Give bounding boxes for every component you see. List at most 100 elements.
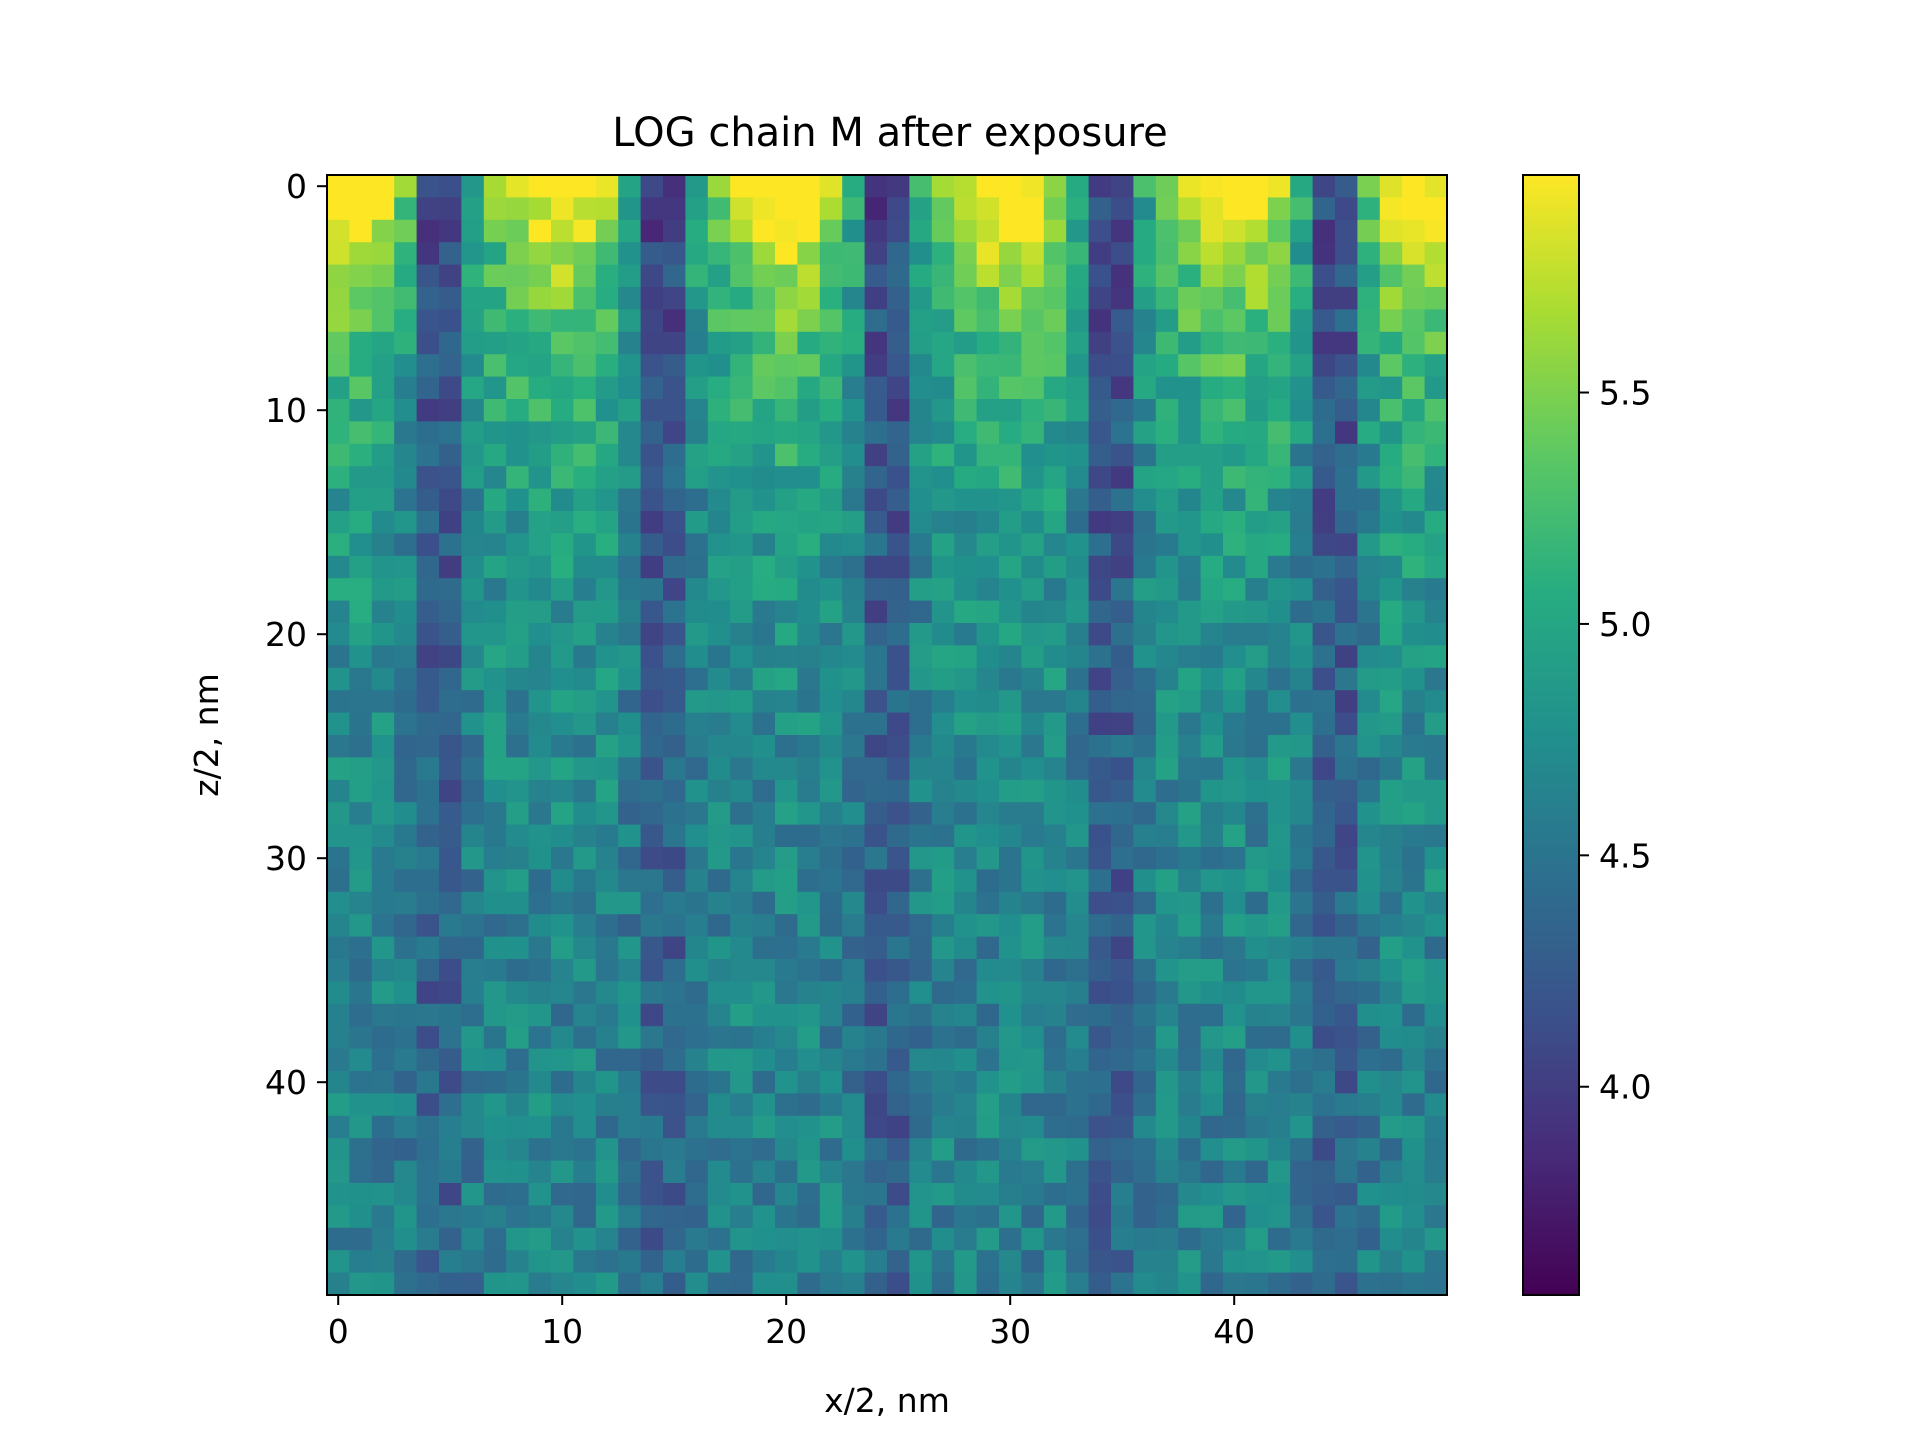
heatmap-cell <box>416 1026 440 1050</box>
heatmap-cell <box>999 1138 1022 1162</box>
heatmap-cell <box>483 735 507 758</box>
heatmap-cell <box>551 1227 574 1251</box>
heatmap-cell <box>1379 578 1403 602</box>
heatmap-cell <box>1357 1115 1381 1139</box>
heatmap-cell <box>819 623 843 646</box>
heatmap-cell <box>954 712 978 736</box>
heatmap-cell <box>663 1138 686 1162</box>
heatmap-cell <box>797 936 821 960</box>
heatmap-cell <box>1290 197 1314 221</box>
heatmap-cell <box>640 735 664 758</box>
heatmap-cell <box>595 287 619 310</box>
heatmap-cell <box>954 1093 978 1117</box>
heatmap-cell <box>775 645 798 669</box>
heatmap-cell <box>663 399 686 422</box>
heatmap-cell <box>371 779 395 803</box>
heatmap-cell <box>1335 869 1358 893</box>
heatmap-cell <box>1223 667 1246 691</box>
heatmap-cell <box>595 600 619 624</box>
heatmap-cell <box>573 1115 597 1139</box>
heatmap-cell <box>1088 421 1112 445</box>
heatmap-cell <box>707 354 731 378</box>
heatmap-cell <box>1133 443 1157 467</box>
heatmap-cell <box>842 667 866 691</box>
heatmap-cell <box>909 1205 933 1229</box>
heatmap-cell <box>797 1183 821 1206</box>
heatmap-cell <box>528 779 552 803</box>
heatmap-cell <box>595 757 619 781</box>
heatmap-cell <box>752 533 776 557</box>
heatmap-cell <box>1312 1160 1336 1184</box>
heatmap-cell <box>1223 1048 1246 1072</box>
heatmap-cell <box>573 488 597 512</box>
heatmap-cell <box>864 466 888 490</box>
heatmap-cell <box>976 219 1000 243</box>
heatmap-cell <box>1066 757 1090 781</box>
heatmap-cell <box>1379 533 1403 557</box>
heatmap-cell <box>349 533 373 557</box>
heatmap-cell <box>797 1093 821 1117</box>
heatmap-cell <box>1088 1026 1112 1050</box>
heatmap-cell <box>1267 824 1291 848</box>
heatmap-cell <box>1155 1071 1179 1094</box>
heatmap-cell <box>999 1272 1022 1296</box>
heatmap-cell <box>775 309 798 333</box>
heatmap-cell <box>640 242 664 266</box>
heatmap-cell <box>887 1003 910 1027</box>
heatmap-cell <box>1155 264 1179 288</box>
heatmap-cell <box>1357 466 1381 490</box>
heatmap-cell <box>1357 1048 1381 1072</box>
heatmap-cell <box>663 645 686 669</box>
heatmap-cell <box>506 1138 530 1162</box>
heatmap-cell <box>349 555 373 579</box>
heatmap-cell <box>551 869 574 893</box>
heatmap-cell <box>707 1272 731 1296</box>
heatmap-cell <box>1245 1272 1269 1296</box>
heatmap-cell <box>439 1138 462 1162</box>
heatmap-cell <box>439 242 462 266</box>
heatmap-cell <box>506 779 530 803</box>
heatmap-cell <box>775 242 798 266</box>
heatmap-cell <box>797 242 821 266</box>
heatmap-cell <box>707 287 731 310</box>
heatmap-cell <box>842 1227 866 1251</box>
heatmap-cell <box>707 1115 731 1139</box>
heatmap-cell <box>1111 578 1134 602</box>
heatmap-cell <box>954 847 978 870</box>
heatmap-cell <box>1066 443 1090 467</box>
heatmap-cell <box>416 1205 440 1229</box>
heatmap-cell <box>551 219 574 243</box>
heatmap-cell <box>1111 600 1134 624</box>
heatmap-cell <box>685 936 709 960</box>
heatmap-cell <box>797 376 821 400</box>
heatmap-cell <box>461 443 485 467</box>
heatmap-cell <box>1379 1026 1403 1050</box>
heatmap-cell <box>685 1227 709 1251</box>
heatmap-cell <box>730 779 754 803</box>
heatmap-cell <box>327 1003 350 1027</box>
x-tick-label: 10 <box>541 1312 583 1351</box>
heatmap-cell <box>1178 645 1202 669</box>
heatmap-cell <box>416 219 440 243</box>
heatmap-cell <box>573 264 597 288</box>
heatmap-cell <box>1335 667 1358 691</box>
heatmap-cell <box>595 735 619 758</box>
heatmap-cell <box>1178 667 1202 691</box>
heatmap-cell <box>864 354 888 378</box>
heatmap-cell <box>1088 757 1112 781</box>
heatmap-cell <box>819 645 843 669</box>
heatmap-cell <box>707 1183 731 1206</box>
heatmap-cell <box>506 1048 530 1072</box>
heatmap-cell <box>1155 847 1179 870</box>
heatmap-cell <box>707 376 731 400</box>
heatmap-cell <box>506 309 530 333</box>
y-tick-label: 40 <box>265 1063 307 1102</box>
heatmap-cell <box>707 1160 731 1184</box>
heatmap-cell <box>1424 488 1448 512</box>
heatmap-cell <box>1357 488 1381 512</box>
heatmap-cell <box>752 309 776 333</box>
heatmap-cell <box>999 1003 1022 1027</box>
heatmap-cell <box>1335 421 1358 445</box>
heatmap-cell <box>1043 1003 1067 1027</box>
heatmap-cell <box>775 959 798 982</box>
